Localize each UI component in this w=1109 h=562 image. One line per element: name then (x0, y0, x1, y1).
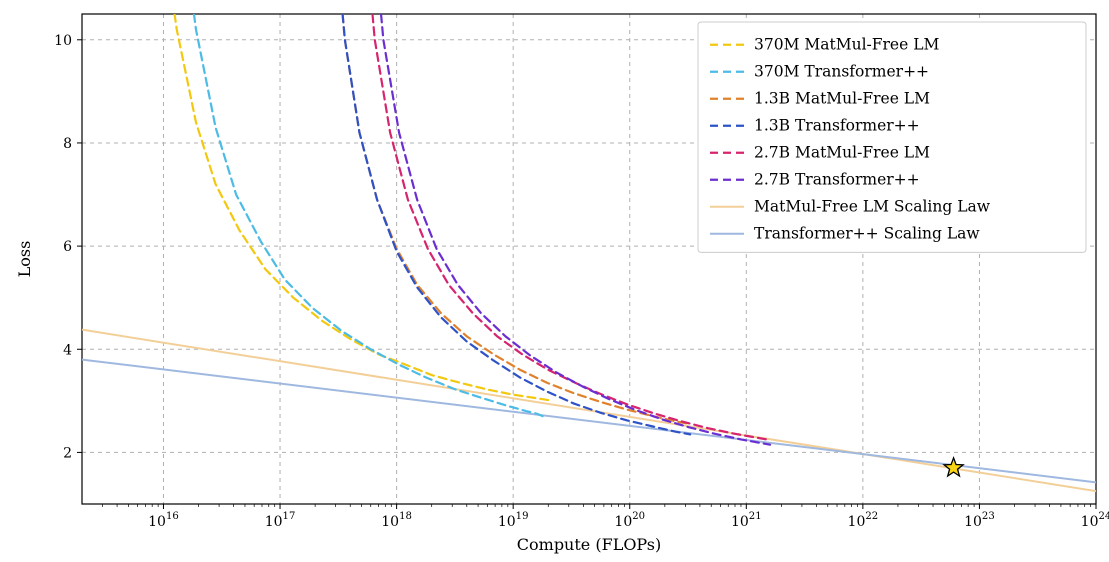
y-tick-label: 6 (63, 239, 72, 255)
legend-label: 370M Transformer++ (754, 63, 929, 81)
legend-label: 2.7B Transformer++ (754, 171, 920, 189)
legend-label: 2.7B MatMul-Free LM (754, 144, 930, 162)
x-tick-label: 1017 (265, 511, 296, 530)
legend-label: 1.3B Transformer++ (754, 117, 920, 135)
x-tick-label: 1020 (614, 511, 645, 530)
legend-box (698, 22, 1086, 252)
legend-label: Transformer++ Scaling Law (754, 225, 980, 243)
y-tick-label: 2 (63, 445, 72, 461)
x-tick-label: 1016 (148, 511, 179, 530)
legend-label: 1.3B MatMul-Free LM (754, 90, 930, 108)
legend-label: MatMul-Free LM Scaling Law (754, 198, 991, 216)
y-tick-label: 10 (54, 33, 72, 49)
scaling-law-matmulfree (82, 330, 1096, 491)
y-tick-label: 4 (63, 342, 72, 358)
legend-label: 370M MatMul-Free LM (754, 36, 940, 54)
x-tick-label: 1023 (964, 511, 995, 530)
x-axis-label: Compute (FLOPs) (517, 535, 661, 554)
scaling-law-transformer (82, 360, 1096, 483)
x-tick-label: 1019 (498, 511, 529, 530)
x-tick-label: 1021 (731, 511, 762, 530)
intersection-star (944, 458, 963, 476)
x-tick-label: 1022 (848, 511, 879, 530)
y-axis-label: Loss (15, 241, 34, 278)
chart-svg: 2 4 6 8 10 1016 1017 1018 1019 1020 1021 1022 1023 10… (0, 0, 1109, 562)
y-tick-label: 8 (63, 136, 72, 152)
x-tick-label: 1024 (1081, 511, 1109, 530)
scaling-law-chart: 2 4 6 8 10 1016 1017 1018 1019 1020 1021 1022 1023 10… (0, 0, 1109, 562)
x-tick-label: 1018 (381, 511, 412, 530)
legend: 370M MatMul-Free LM 370M Transformer++ 1.3… (698, 22, 1086, 252)
